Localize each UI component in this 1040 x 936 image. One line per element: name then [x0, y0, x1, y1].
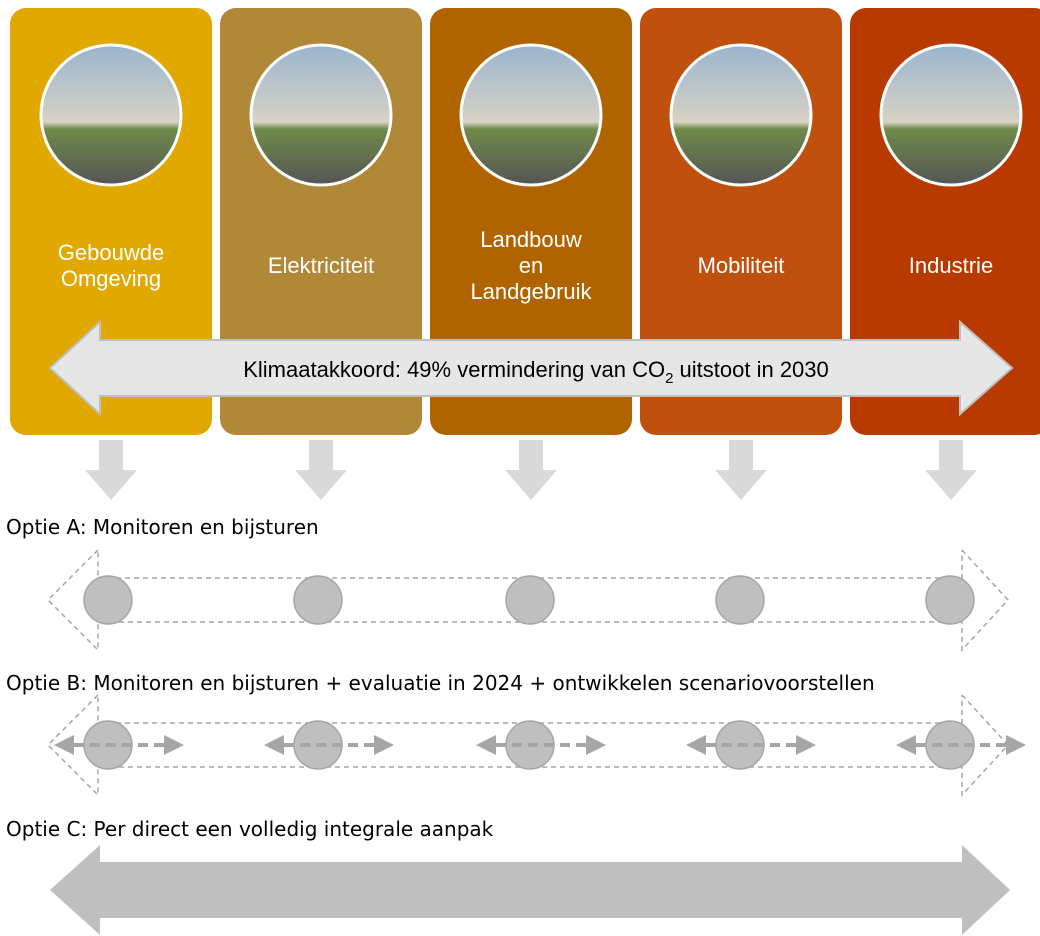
option-node	[294, 576, 342, 624]
column-photo	[671, 45, 811, 185]
option-title: Optie B: Monitoren en bijsturen + evalua…	[6, 671, 875, 695]
option-node	[926, 576, 974, 624]
down-arrow	[85, 440, 137, 500]
down-arrow	[925, 440, 977, 500]
option-node	[506, 576, 554, 624]
column-photo	[881, 45, 1021, 185]
down-arrow	[505, 440, 557, 500]
option-a-graphic	[48, 550, 1008, 650]
option-b-graphic	[48, 695, 1022, 795]
column-label: en	[519, 253, 543, 278]
column-photo	[461, 45, 601, 185]
column-label: Landbouw	[480, 227, 582, 252]
diagram: GebouwdeOmgeving Elektriciteit LandbouwenL…	[0, 0, 1040, 936]
column-label: Industrie	[909, 253, 993, 278]
option-node	[84, 576, 132, 624]
option-title: Optie A: Monitoren en bijsturen	[6, 515, 319, 539]
column-label: Mobiliteit	[698, 253, 785, 278]
option-node	[716, 576, 764, 624]
option-title: Optie C: Per direct een volledig integra…	[6, 817, 494, 841]
down-arrow	[295, 440, 347, 500]
down-arrow	[715, 440, 767, 500]
column-label: Elektriciteit	[268, 253, 374, 278]
column-photo	[41, 45, 181, 185]
column-label: Landgebruik	[470, 279, 592, 304]
column-label: Omgeving	[61, 266, 161, 291]
column-label: Gebouwde	[58, 240, 164, 265]
column-photo	[251, 45, 391, 185]
down-arrows	[85, 440, 977, 500]
option-c-arrow	[50, 845, 1010, 935]
